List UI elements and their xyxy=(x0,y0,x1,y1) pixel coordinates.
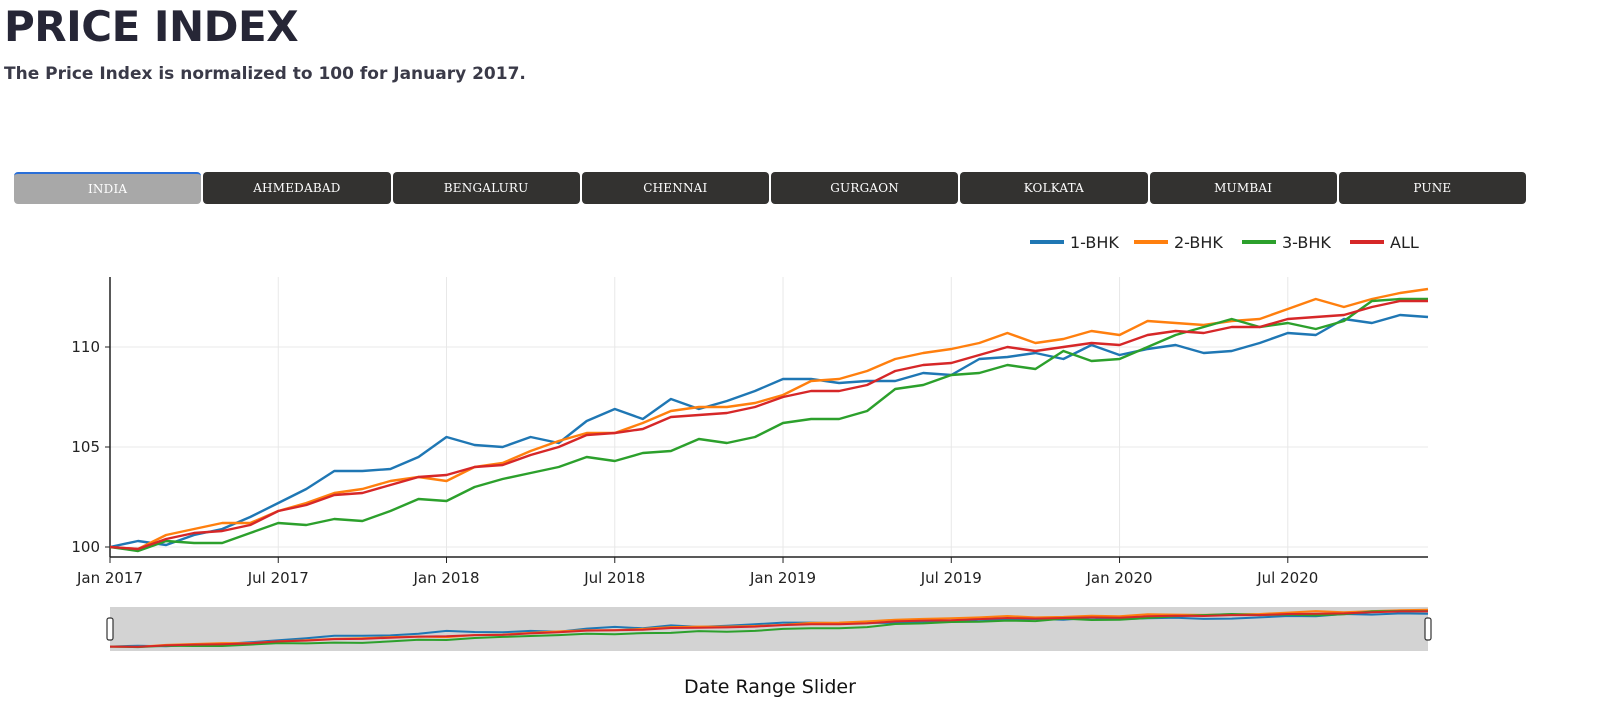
tab-bengaluru[interactable]: BENGALURU xyxy=(392,172,580,204)
tab-india[interactable]: INDIA xyxy=(14,172,202,204)
legend-label-2-bhk[interactable]: 2-BHK xyxy=(1174,233,1223,252)
x-tick-label: Jul 2018 xyxy=(583,569,645,587)
date-range-slider-caption: Date Range Slider xyxy=(684,676,856,698)
y-tick-label: 100 xyxy=(71,538,100,556)
x-tick-label: Jul 2017 xyxy=(247,569,309,587)
series-line-all xyxy=(109,299,1428,551)
city-tabs: INDIA AHMEDABAD BENGALURU CHENNAI GURGAO… xyxy=(14,172,1526,204)
series-line-3-bhk xyxy=(109,297,1428,553)
price-index-chart: 100 105 110 Jan 2017 Jul 2017 Jan 2018 Jul 201… xyxy=(71,233,1432,651)
tab-ahmedabad[interactable]: AHMEDABAD xyxy=(203,172,391,204)
slider-left-handle[interactable] xyxy=(106,617,114,641)
tab-chennai[interactable]: CHENNAI xyxy=(581,172,769,204)
x-tick-label: Jan 2018 xyxy=(412,569,479,587)
slider-series-line-all xyxy=(109,610,1428,648)
page-subtitle: The Price Index is normalized to 100 for… xyxy=(4,64,526,84)
legend-label-3-bhk[interactable]: 3-BHK xyxy=(1282,233,1331,252)
y-tick-label: 105 xyxy=(71,438,100,456)
tab-kolkata[interactable]: KOLKATA xyxy=(960,172,1148,204)
x-tick-label: Jan 2020 xyxy=(1085,569,1152,587)
x-tick-label: Jan 2019 xyxy=(749,569,816,587)
x-tick-label: Jul 2020 xyxy=(1256,569,1318,587)
series-line-2-bhk xyxy=(109,287,1429,551)
tab-pune[interactable]: PUNE xyxy=(1338,172,1526,204)
x-tick-label: Jul 2019 xyxy=(920,569,982,587)
x-tick-label: Jan 2017 xyxy=(76,569,143,587)
tab-mumbai[interactable]: MUMBAI xyxy=(1149,172,1337,204)
y-tick-label: 110 xyxy=(71,338,100,356)
slider-series-line-1-bhk xyxy=(109,612,1429,648)
legend-label-all[interactable]: ALL xyxy=(1390,233,1419,252)
page-title: PRICE INDEX xyxy=(4,2,299,51)
series-line-1-bhk xyxy=(109,313,1429,549)
slider-right-handle[interactable] xyxy=(1424,617,1432,641)
legend-label-1-bhk[interactable]: 1-BHK xyxy=(1070,233,1119,252)
tab-gurgaon[interactable]: GURGAON xyxy=(771,172,959,204)
